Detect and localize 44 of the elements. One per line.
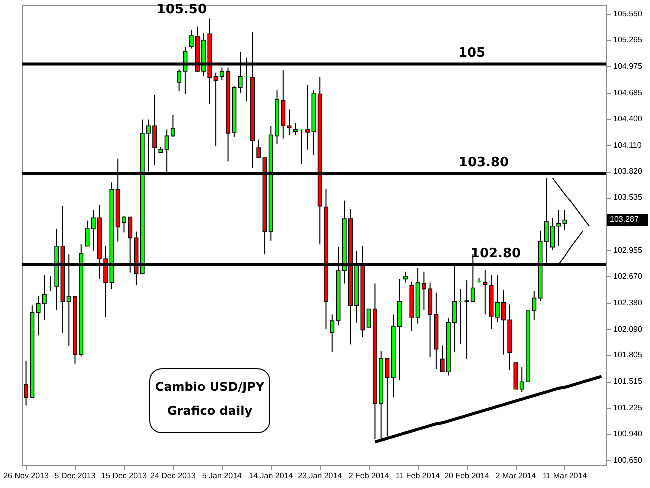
x-tick-label: 24 Dec 2013 <box>150 472 196 480</box>
x-tick-label: 2 Feb 2014 <box>348 472 390 480</box>
candlestick <box>85 220 90 247</box>
x-tick-label: 15 Dec 2013 <box>102 472 148 480</box>
y-tick-label: 102.670 <box>614 272 643 281</box>
y-tick-label: 100.650 <box>614 456 643 465</box>
ref-line-label: 105 <box>458 46 486 62</box>
y-tick-label: 104.400 <box>614 114 643 124</box>
y-tick-label: 103.535 <box>614 193 643 202</box>
candlestick <box>483 270 488 316</box>
x-tick-label: 5 Dec 2013 <box>54 472 96 480</box>
y-tick-label: 102.955 <box>614 246 643 255</box>
y-tick-label: 105.265 <box>614 36 643 45</box>
x-tick-label: 20 Feb 2014 <box>444 472 490 480</box>
y-tick-label: 103.820 <box>614 167 643 176</box>
y-tick-label: 101.805 <box>614 350 643 360</box>
candlestick <box>293 122 298 136</box>
x-tick-label: 26 Nov 2013 <box>4 472 50 480</box>
y-tick-label: 102.090 <box>614 324 643 334</box>
ref-line-label: 102.80 <box>470 246 522 262</box>
x-tick-label: 11 Feb 2014 <box>396 472 441 480</box>
y-tick-label: 101.225 <box>614 404 643 413</box>
y-tick-label: 100.940 <box>614 430 643 439</box>
y-tick-label: 104.110 <box>614 140 642 150</box>
text: 103.287 <box>610 215 640 224</box>
y-tick-label: 104.975 <box>614 62 643 71</box>
x-tick-label: 14 Jan 2014 <box>249 472 294 480</box>
y-tick-label: 105.550 <box>614 10 643 19</box>
ref-line-label: 103.80 <box>458 156 510 171</box>
x-tick-label: 5 Jan 2014 <box>202 472 243 480</box>
line-series <box>552 178 590 227</box>
candlestick <box>306 84 310 150</box>
y-tick-label: 101.515 <box>614 377 643 386</box>
annotation: Cambio USD/JPY <box>155 380 265 394</box>
x-tick-label: 23 Jan 2014 <box>298 472 343 480</box>
candlestick <box>256 139 262 159</box>
candlestick <box>404 271 408 284</box>
y-tick-label: 104.685 <box>614 88 643 98</box>
candlestick <box>287 109 292 136</box>
x-tick-label: 2 Mar 2014 <box>496 472 537 480</box>
x-tick-label: 11 Mar 2014 <box>542 472 588 480</box>
annotation: 105.50 <box>156 2 208 18</box>
y-tick-label: 102.380 <box>614 298 643 308</box>
annotation: Grafico daily <box>167 404 253 418</box>
